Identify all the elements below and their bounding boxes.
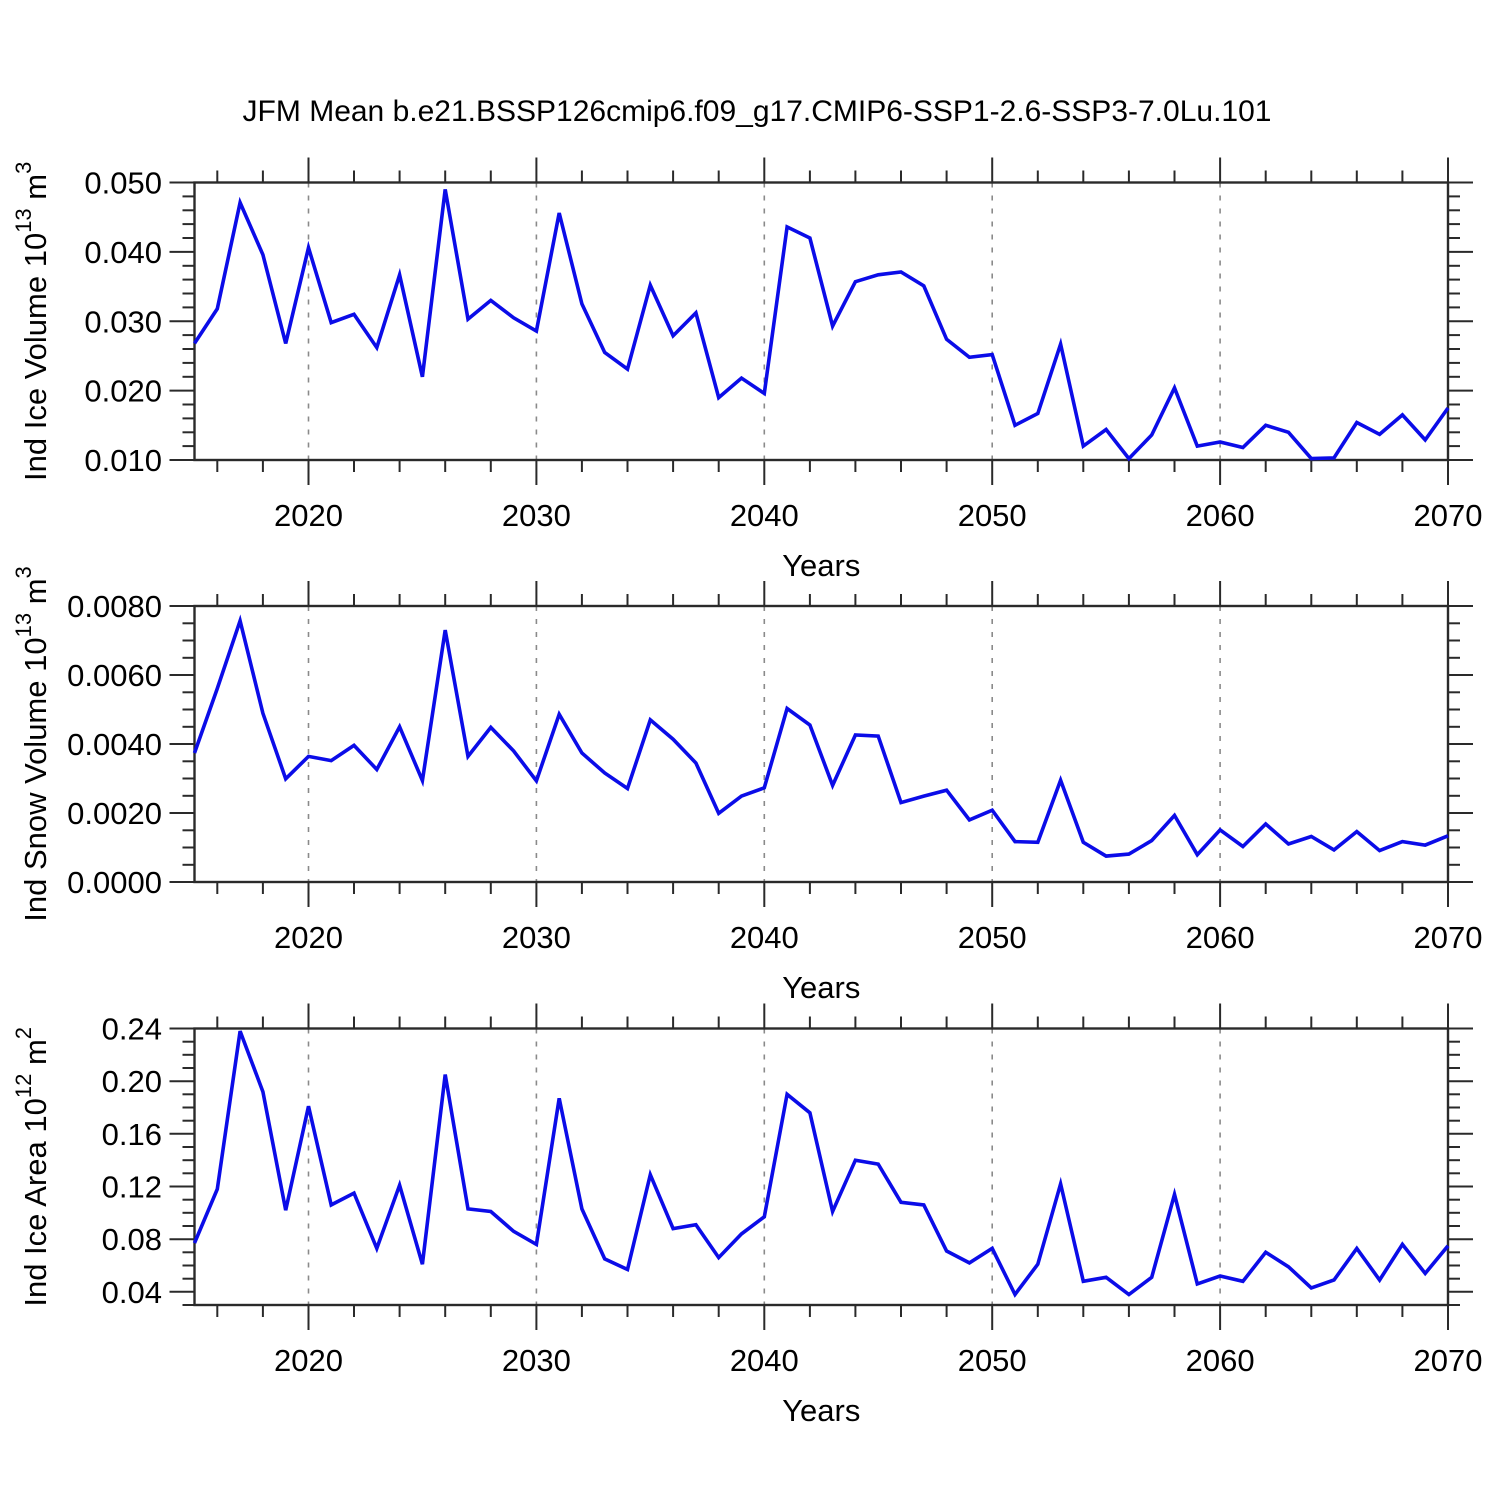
x-tick-label: 2040 bbox=[730, 920, 799, 955]
x-tick-label: 2020 bbox=[274, 920, 343, 955]
series-line-snow-volume bbox=[192, 614, 1449, 858]
panel-ice-volume: 2020 2030 2040 2050 2060 2070 0.010 0.020 0.030 0… bbox=[11, 157, 1483, 583]
series-line-ice-volume bbox=[192, 189, 1450, 462]
x-tick-label: 2030 bbox=[502, 920, 571, 955]
plot-frame bbox=[193, 1027, 1450, 1307]
x-axis-title: Years bbox=[782, 548, 860, 583]
axis-ticks bbox=[169, 1003, 1473, 1330]
y-tick-label: 0.0060 bbox=[67, 658, 162, 693]
y-tick-label: 0.0080 bbox=[67, 589, 162, 624]
y-tick-label: 0.08 bbox=[102, 1222, 162, 1257]
y-tick-label: 0.0000 bbox=[67, 865, 162, 900]
x-tick-label: 2060 bbox=[1186, 498, 1255, 533]
y-tick-label: 0.050 bbox=[84, 166, 162, 201]
x-tick-label: 2050 bbox=[958, 1343, 1027, 1378]
y-tick-label: 0.030 bbox=[84, 304, 162, 339]
y-axis-title: Ind Ice Area 1012 m2 bbox=[11, 1027, 53, 1307]
y-tick-label: 0.24 bbox=[102, 1012, 162, 1047]
x-axis-title: Years bbox=[782, 1393, 860, 1428]
x-axis-title: Years bbox=[782, 970, 860, 1005]
x-tick-label: 2070 bbox=[1414, 498, 1483, 533]
x-tick-label: 2020 bbox=[274, 498, 343, 533]
y-axis-title: Ind Ice Volume 1013 m3 bbox=[11, 162, 53, 481]
plot-frame bbox=[193, 181, 1450, 462]
x-tick-label: 2060 bbox=[1186, 920, 1255, 955]
series-line-ice-area bbox=[192, 1030, 1450, 1298]
y-axis-title: Ind Snow Volume 1013 m3 bbox=[11, 566, 53, 922]
x-tick-label: 2020 bbox=[274, 1343, 343, 1378]
x-tick-label: 2070 bbox=[1414, 1343, 1483, 1378]
plot-frame bbox=[193, 604, 1450, 884]
x-tick-label: 2050 bbox=[958, 498, 1027, 533]
y-tick-label: 0.0040 bbox=[67, 727, 162, 762]
x-tick-label: 2040 bbox=[730, 1343, 799, 1378]
y-tick-label: 0.020 bbox=[84, 374, 162, 409]
x-tick-label: 2070 bbox=[1414, 920, 1483, 955]
x-tick-label: 2060 bbox=[1186, 1343, 1255, 1378]
panel-ice-area: 2020 2030 2040 2050 2060 2070 0.04 0.08 0.12 0.16… bbox=[11, 1003, 1483, 1428]
axis-ticks bbox=[169, 581, 1473, 907]
panel-snow-volume: 2020 2030 2040 2050 2060 2070 0.0000 0.0020 0.00… bbox=[11, 566, 1482, 1005]
x-tick-label: 2040 bbox=[730, 498, 799, 533]
y-tick-label: 0.04 bbox=[102, 1275, 162, 1310]
y-tick-label: 0.12 bbox=[102, 1170, 162, 1205]
y-tick-label: 0.0020 bbox=[67, 796, 162, 831]
y-tick-label: 0.010 bbox=[84, 443, 162, 478]
y-tick-label: 0.16 bbox=[102, 1117, 162, 1152]
y-tick-label: 0.20 bbox=[102, 1064, 162, 1099]
x-tick-label: 2030 bbox=[502, 498, 571, 533]
figure-title: JFM Mean b.e21.BSSP126cmip6.f09_g17.CMIP… bbox=[242, 95, 1272, 128]
x-tick-label: 2050 bbox=[958, 920, 1027, 955]
x-tick-label: 2030 bbox=[502, 1343, 571, 1378]
y-tick-label: 0.040 bbox=[84, 235, 162, 270]
axis-ticks bbox=[169, 157, 1473, 485]
